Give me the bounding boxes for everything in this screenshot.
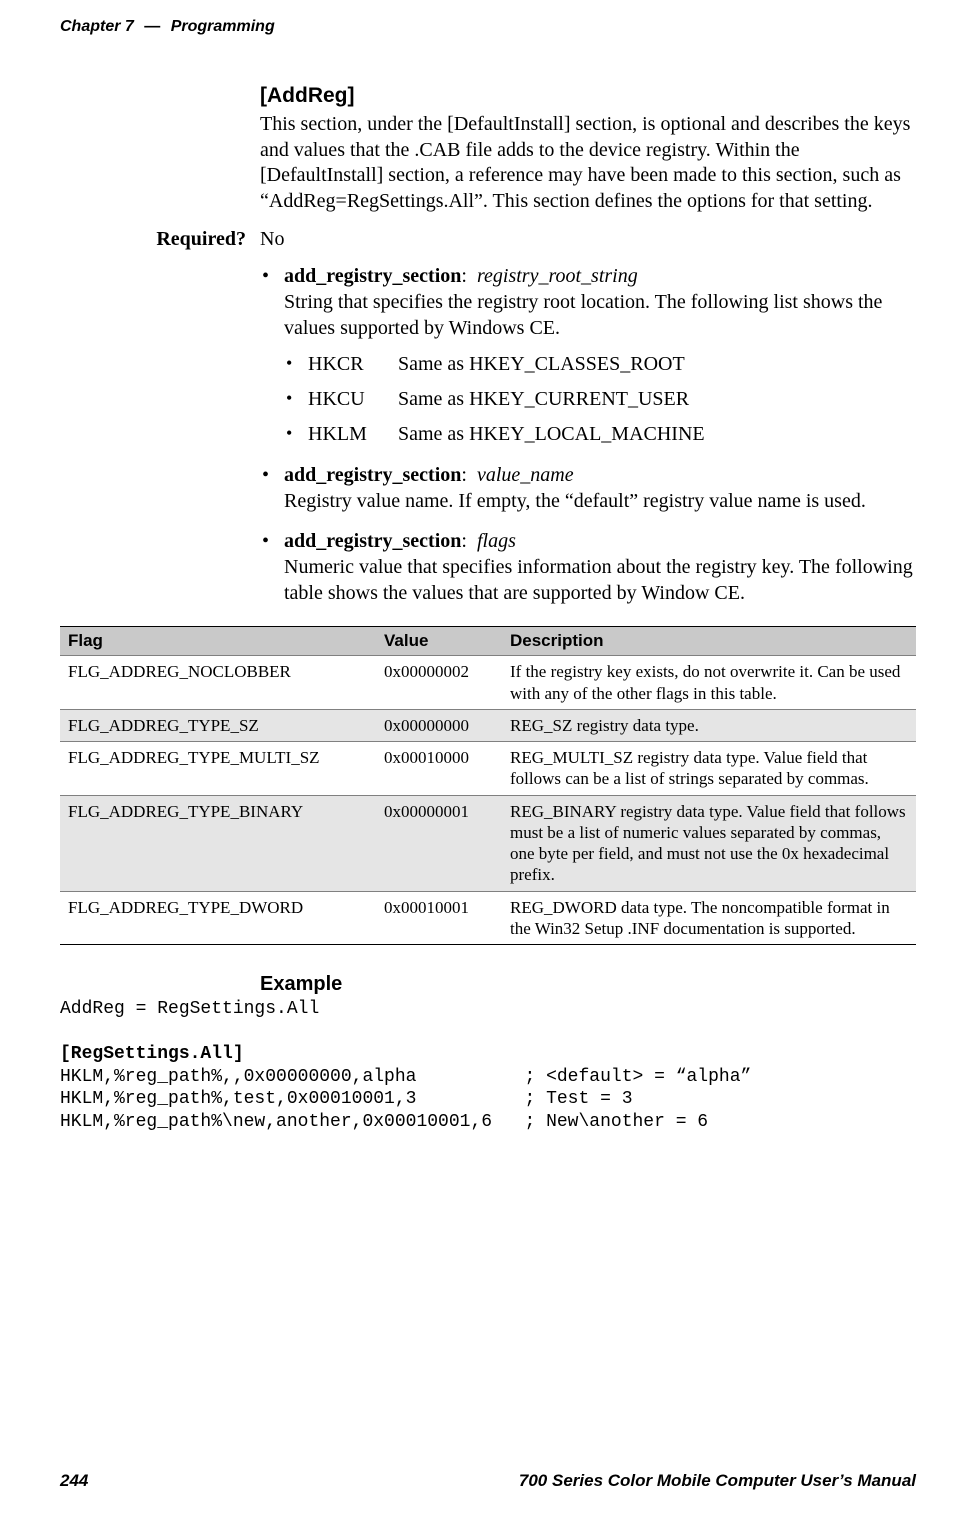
- page-number: 244: [60, 1471, 88, 1491]
- table-row: FLG_ADDREG_TYPE_BINARY0x00000001REG_BINA…: [60, 795, 916, 891]
- running-title: Programming: [171, 18, 275, 35]
- cell-desc: REG_BINARY registry data type. Value fie…: [502, 795, 916, 891]
- section-intro: This section, under the [DefaultInstall]…: [260, 112, 916, 214]
- cell-value: 0x00010001: [376, 891, 502, 945]
- cell-desc: REG_MULTI_SZ registry data type. Value f…: [502, 742, 916, 796]
- chapter-label: Chapter 7: [60, 18, 134, 35]
- table-row: FLG_ADDREG_TYPE_SZ0x00000000REG_SZ regis…: [60, 709, 916, 741]
- table-row: FLG_ADDREG_TYPE_DWORD0x00010001REG_DWORD…: [60, 891, 916, 945]
- flags-table: Flag Value Description FLG_ADDREG_NOCLOB…: [60, 626, 916, 945]
- cell-flag: FLG_ADDREG_NOCLOBBER: [60, 656, 376, 710]
- cell-value: 0x00000000: [376, 709, 502, 741]
- cell-desc: REG_SZ registry data type.: [502, 709, 916, 741]
- bullet-item: add_registry_section: registry_root_stri…: [284, 263, 916, 448]
- th-desc: Description: [502, 627, 916, 656]
- cell-flag: FLG_ADDREG_TYPE_MULTI_SZ: [60, 742, 376, 796]
- manual-title: 700 Series Color Mobile Computer User’s …: [519, 1471, 916, 1491]
- bullet-list: add_registry_section: registry_root_stri…: [260, 263, 916, 606]
- bullet-item: add_registry_section: value_nameRegistry…: [284, 462, 916, 514]
- cell-flag: FLG_ADDREG_TYPE_DWORD: [60, 891, 376, 945]
- cell-flag: FLG_ADDREG_TYPE_BINARY: [60, 795, 376, 891]
- required-value: No: [260, 228, 284, 251]
- sub-bullet: HKCUSame as HKEY_CURRENT_USER: [308, 386, 916, 413]
- running-head: Chapter 7 — Programming: [60, 18, 916, 36]
- cell-desc: REG_DWORD data type. The noncompatible f…: [502, 891, 916, 945]
- cell-value: 0x00000001: [376, 795, 502, 891]
- cell-desc: If the registry key exists, do not overw…: [502, 656, 916, 710]
- table-row: FLG_ADDREG_TYPE_MULTI_SZ0x00010000REG_MU…: [60, 742, 916, 796]
- cell-value: 0x00000002: [376, 656, 502, 710]
- th-value: Value: [376, 627, 502, 656]
- required-label: Required?: [60, 228, 260, 251]
- sub-bullet: HKCRSame as HKEY_CLASSES_ROOT: [308, 351, 916, 378]
- section-title: [AddReg]: [260, 84, 916, 108]
- cell-value: 0x00010000: [376, 742, 502, 796]
- example-title: Example: [260, 973, 916, 996]
- sub-bullet: HKLMSame as HKEY_LOCAL_MACHINE: [308, 421, 916, 448]
- table-row: FLG_ADDREG_NOCLOBBER0x00000002If the reg…: [60, 656, 916, 710]
- dash: —: [138, 18, 166, 35]
- example-code: AddReg = RegSettings.All [RegSettings.Al…: [60, 998, 916, 1133]
- th-flag: Flag: [60, 627, 376, 656]
- cell-flag: FLG_ADDREG_TYPE_SZ: [60, 709, 376, 741]
- required-row: Required? No: [60, 228, 916, 251]
- page-footer: 244 700 Series Color Mobile Computer Use…: [60, 1471, 916, 1491]
- bullet-item: add_registry_section: flagsNumeric value…: [284, 528, 916, 606]
